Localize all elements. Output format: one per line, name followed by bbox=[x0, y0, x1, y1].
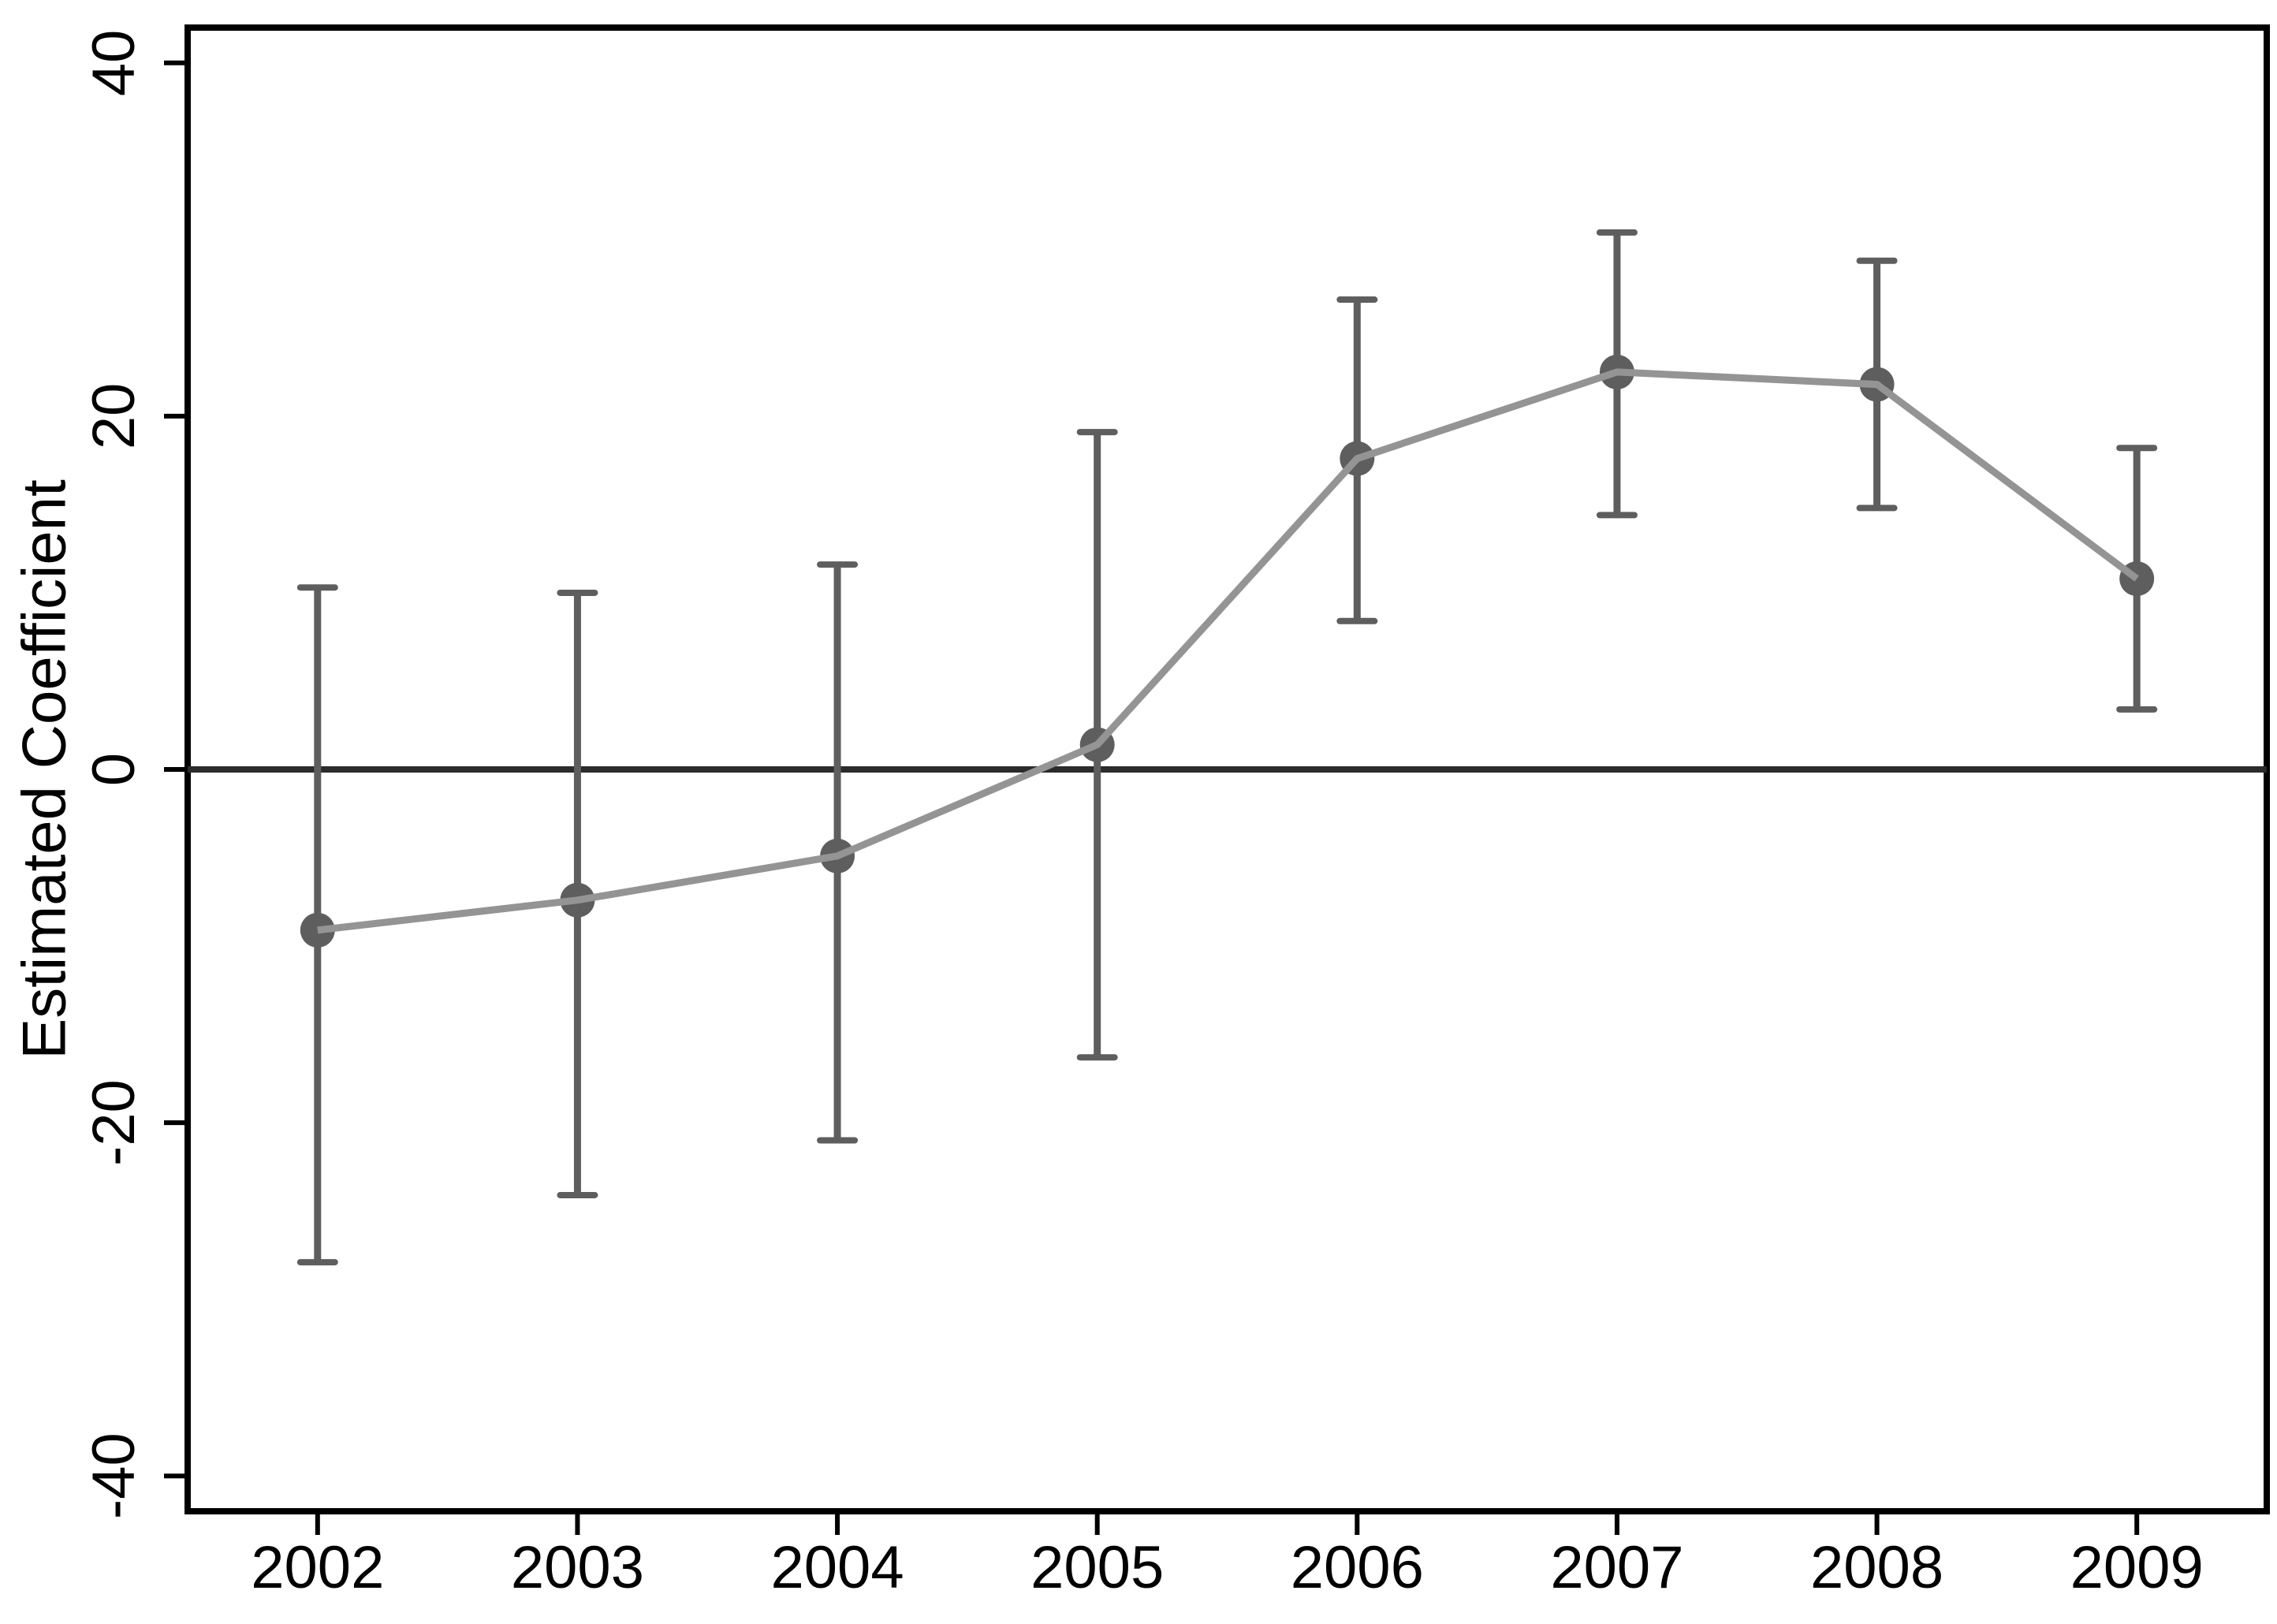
x-tick-label: 2003 bbox=[511, 1534, 644, 1601]
y-tick-label: -20 bbox=[80, 1079, 147, 1166]
y-axis-title: Estimated Coefficient bbox=[9, 479, 79, 1060]
y-tick-label: 0 bbox=[80, 753, 147, 786]
x-tick-label: 2002 bbox=[251, 1534, 384, 1601]
x-tick-label: 2007 bbox=[1550, 1534, 1683, 1601]
x-tick-label: 2009 bbox=[2070, 1534, 2204, 1601]
x-tick-label: 2008 bbox=[1810, 1534, 1943, 1601]
y-tick-label: 40 bbox=[80, 30, 147, 97]
x-tick-label: 2006 bbox=[1291, 1534, 1424, 1601]
y-tick-label: -40 bbox=[80, 1432, 147, 1519]
y-tick-label: 20 bbox=[80, 383, 147, 450]
x-tick-label: 2004 bbox=[771, 1534, 904, 1601]
x-tick-label: 2005 bbox=[1030, 1534, 1164, 1601]
axes-layer: -40 -20 0 20 40 2002 2003 2004 2005 2006 2007 2008 2… bbox=[80, 24, 2270, 1601]
series-line bbox=[317, 368, 2139, 934]
series-line-layer bbox=[317, 368, 2139, 934]
